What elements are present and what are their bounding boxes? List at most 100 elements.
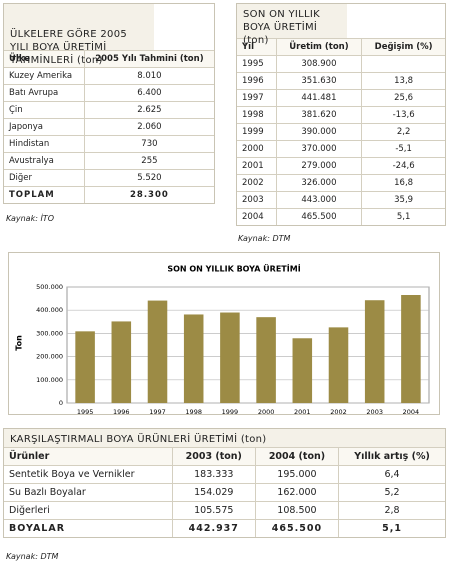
cell: 1998 bbox=[237, 106, 277, 124]
x-tick-label: 2002 bbox=[330, 408, 347, 414]
cell: 465.500 bbox=[275, 208, 362, 225]
table-title: SON ON YILLIK BOYA ÜRETİMİ (ton) bbox=[237, 4, 347, 46]
x-tick-label: 1995 bbox=[77, 408, 94, 414]
cell: 5,1 bbox=[338, 519, 445, 537]
x-tick-label: 1997 bbox=[149, 408, 166, 414]
cell: 2004 bbox=[237, 208, 277, 225]
cell: Diğer bbox=[4, 169, 85, 187]
row: 1995 308.900 bbox=[237, 55, 445, 73]
table: Ülke 2005 Yılı Tahmini (ton) Kuzey Amerika… bbox=[4, 50, 214, 203]
y-tick-label: 200.000 bbox=[36, 353, 63, 361]
cell: 35,9 bbox=[361, 191, 445, 209]
bar bbox=[75, 331, 95, 403]
header-cell: Değişim (%) bbox=[361, 38, 445, 56]
cell: 195.000 bbox=[254, 465, 339, 484]
bar bbox=[328, 327, 349, 403]
header-cell: Ürünler bbox=[4, 447, 173, 466]
cell: Su Bazlı Boyalar bbox=[4, 483, 173, 502]
source: Kaynak: İTO bbox=[6, 214, 54, 223]
row: Kuzey Amerika 8.010 bbox=[4, 67, 214, 85]
row: Diğer 5.520 bbox=[4, 169, 214, 187]
row: 1996 351.630 13,8 bbox=[237, 72, 445, 90]
cell: 25,6 bbox=[361, 89, 445, 107]
row: 1998 381.620 -13,6 bbox=[237, 106, 445, 124]
y-tick-label: 0 bbox=[59, 399, 63, 407]
x-tick-label: 2004 bbox=[403, 408, 420, 414]
cell: 108.500 bbox=[254, 501, 339, 520]
header-cell: Üretim (ton) bbox=[275, 38, 362, 56]
cell: Sentetik Boya ve Vernikler bbox=[4, 465, 173, 484]
cell: TOPLAM bbox=[4, 186, 85, 203]
cell: Batı Avrupa bbox=[4, 84, 85, 102]
cell: 326.000 bbox=[275, 174, 362, 192]
table: Ürünler 2003 (ton) 2004 (ton) Yıllık artış … bbox=[4, 447, 445, 537]
row: BOYALAR 442.937 465.500 5,1 bbox=[4, 519, 445, 537]
row: Diğerleri 105.575 108.500 2,8 bbox=[4, 501, 445, 520]
cell bbox=[361, 55, 445, 73]
header-cell: Yıllık artış (%) bbox=[338, 447, 445, 466]
cell: 2002 bbox=[237, 174, 277, 192]
cell: 2003 bbox=[237, 191, 277, 209]
cell: 13,8 bbox=[361, 72, 445, 90]
cell: 308.900 bbox=[275, 55, 362, 73]
row: Hindistan 730 bbox=[4, 135, 214, 153]
cell: 2000 bbox=[237, 140, 277, 158]
header-cell: 2004 (ton) bbox=[254, 447, 339, 466]
table: Yıl Üretim (ton) Değişim (%) 1995 308.900 199… bbox=[237, 38, 445, 225]
bar bbox=[364, 300, 385, 403]
row: 2004 465.500 5,1 bbox=[237, 208, 445, 225]
cell: 279.000 bbox=[275, 157, 362, 175]
row: Avustralya 255 bbox=[4, 152, 214, 170]
cell: 105.575 bbox=[171, 501, 256, 520]
cell: 162.000 bbox=[254, 483, 339, 502]
bar bbox=[256, 317, 276, 403]
row: Japonya 2.060 bbox=[4, 118, 214, 136]
cell: 441.481 bbox=[275, 89, 362, 107]
cell: 5,2 bbox=[338, 483, 445, 502]
bar bbox=[183, 314, 204, 403]
bar bbox=[220, 312, 240, 403]
cell: 16,8 bbox=[361, 174, 445, 192]
source: Kaynak: DTM bbox=[238, 234, 291, 243]
country-table: ÜLKELERE GÖRE 2005 YILI BOYA ÜRETİMİ TAH… bbox=[3, 3, 215, 204]
cell: 5,1 bbox=[361, 208, 445, 225]
table-title: KARŞILAŞTIRMALI BOYA ÜRÜNLERİ ÜRETİMİ (t… bbox=[4, 429, 445, 447]
row: TOPLAM 28.300 bbox=[4, 186, 214, 203]
row: 1997 441.481 25,6 bbox=[237, 89, 445, 107]
cell: 1997 bbox=[237, 89, 277, 107]
x-tick-label: 1996 bbox=[113, 408, 130, 414]
cell: 2001 bbox=[237, 157, 277, 175]
cell: -24,6 bbox=[361, 157, 445, 175]
x-tick-label: 1999 bbox=[222, 408, 239, 414]
header-cell: 2003 (ton) bbox=[171, 447, 256, 466]
row: Sentetik Boya ve Vernikler 183.333 195.000… bbox=[4, 465, 445, 484]
y-tick-label: 300.000 bbox=[36, 329, 63, 337]
cell: Kuzey Amerika bbox=[4, 67, 85, 85]
cell: 28.300 bbox=[83, 186, 214, 203]
bar bbox=[147, 300, 168, 403]
cell: 443.000 bbox=[275, 191, 362, 209]
cell: Hindistan bbox=[4, 135, 85, 153]
header-row: Yıl Üretim (ton) Değişim (%) bbox=[237, 38, 445, 56]
cell: Çin bbox=[4, 101, 85, 119]
cell: -5,1 bbox=[361, 140, 445, 158]
cell: 2,8 bbox=[338, 501, 445, 520]
products-table: KARŞILAŞTIRMALI BOYA ÜRÜNLERİ ÜRETİMİ (t… bbox=[3, 428, 446, 538]
cell: 5.520 bbox=[83, 169, 214, 187]
chart: SON ON YILLIK BOYA ÜRETİMİ Ton 0 100.000 2… bbox=[15, 264, 430, 416]
header-row: Ülke 2005 Yılı Tahmini (ton) bbox=[4, 50, 214, 68]
row: 2003 443.000 35,9 bbox=[237, 191, 445, 209]
x-tick-label: 2003 bbox=[366, 408, 383, 414]
y-axis-label: Ton bbox=[15, 335, 24, 351]
cell: 351.630 bbox=[275, 72, 362, 90]
y-tick-label: 100.000 bbox=[36, 376, 63, 384]
cell: Avustralya bbox=[4, 152, 85, 170]
y-tick-label: 400.000 bbox=[36, 306, 63, 314]
cell: 370.000 bbox=[275, 140, 362, 158]
header-row: Ürünler 2003 (ton) 2004 (ton) Yıllık artış … bbox=[4, 447, 445, 466]
cell: 390.000 bbox=[275, 123, 362, 141]
cell: 1996 bbox=[237, 72, 277, 90]
x-tick-label: 2001 bbox=[294, 408, 311, 414]
cell: 8.010 bbox=[83, 67, 214, 85]
